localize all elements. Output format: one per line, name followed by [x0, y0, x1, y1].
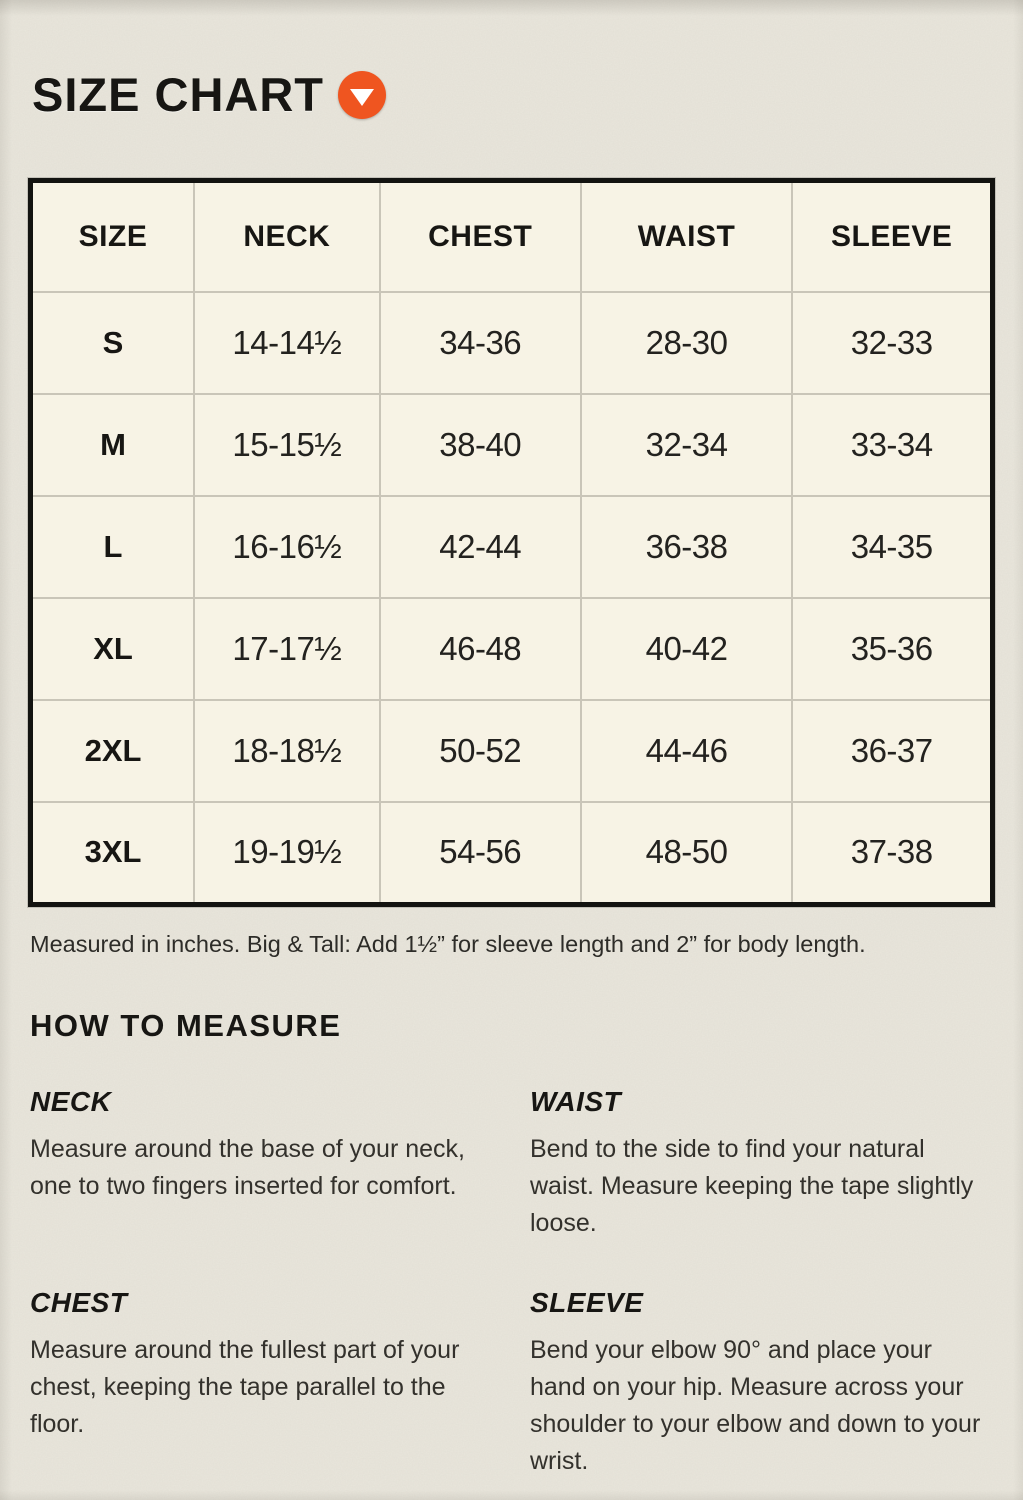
section-neck: NECK Measure around the base of your nec…	[30, 1083, 510, 1242]
table-cell: 14-14½	[193, 291, 381, 395]
section-chest: CHEST Measure around the fullest part of…	[30, 1284, 510, 1480]
table-cell: 36-38	[579, 495, 794, 599]
table-cell: 19-19½	[193, 801, 381, 905]
size-label: XL	[29, 597, 196, 701]
column-header-size: SIZE	[29, 179, 196, 293]
table-row-3xl: 3XL 19-19½ 54-56 48-50 37-38	[29, 801, 994, 905]
table-row-m: M 15-15½ 38-40 32-34 33-34	[29, 393, 994, 497]
table-cell: 48-50	[579, 801, 794, 905]
measurement-note: Measured in inches. Big & Tall: Add 1½” …	[30, 930, 866, 957]
column-header-sleeve: SLEEVE	[791, 179, 994, 293]
size-chart-table: SIZE NECK CHEST WAIST SLEEVE S 14-14½ 34…	[28, 178, 995, 907]
column-header-neck: NECK	[193, 179, 381, 293]
table-cell: 32-33	[791, 291, 994, 395]
section-sleeve: SLEEVE Bend your elbow 90° and place you…	[530, 1284, 997, 1480]
size-label: 3XL	[29, 801, 196, 905]
column-header-waist: WAIST	[579, 179, 794, 293]
table-row-l: L 16-16½ 42-44 36-38 34-35	[29, 495, 994, 599]
table-cell: 18-18½	[193, 699, 381, 803]
table-cell: 32-34	[579, 393, 794, 497]
table-cell: 33-34	[791, 393, 994, 497]
table-cell: 15-15½	[193, 393, 381, 497]
section-sleeve-label: SLEEVE	[530, 1286, 644, 1318]
title-row: SIZE CHART	[32, 70, 995, 120]
table-cell: 28-30	[579, 291, 794, 395]
section-chest-text: Measure around the fullest part of your …	[30, 1335, 460, 1438]
column-header-chest: CHEST	[378, 179, 582, 293]
table-cell: 34-36	[378, 291, 582, 395]
table-cell: 16-16½	[193, 495, 381, 599]
section-sleeve-text: Bend your elbow 90° and place your hand …	[530, 1335, 981, 1475]
table-cell: 54-56	[378, 801, 582, 905]
section-waist-text: Bend to the side to find your natural wa…	[530, 1134, 974, 1237]
table-cell: 37-38	[791, 801, 994, 905]
table-header-row: SIZE NECK CHEST WAIST SLEEVE	[29, 179, 994, 293]
table-cell: 42-44	[378, 495, 582, 599]
size-label: L	[29, 495, 196, 599]
how-to-measure-heading: HOW TO MEASURE	[30, 1007, 342, 1043]
table-cell: 44-46	[579, 699, 794, 803]
section-waist-label: WAIST	[530, 1085, 622, 1117]
table-cell: 34-35	[791, 495, 994, 599]
table-cell: 40-42	[579, 597, 794, 701]
table-cell: 36-37	[791, 699, 994, 803]
table-row-s: S 14-14½ 34-36 28-30 32-33	[29, 291, 994, 395]
size-label: M	[29, 393, 196, 497]
table-cell: 50-52	[378, 699, 582, 803]
section-neck-label: NECK	[30, 1085, 112, 1117]
table-cell: 38-40	[378, 393, 582, 497]
table-row-xl: XL 17-17½ 46-48 40-42 35-36	[29, 597, 994, 701]
down-triangle-icon	[350, 88, 374, 106]
size-label: 2XL	[29, 699, 196, 803]
section-neck-text: Measure around the base of your neck, on…	[30, 1134, 465, 1200]
section-waist: WAIST Bend to the side to find your natu…	[530, 1083, 997, 1242]
table-row-2xl: 2XL 18-18½ 50-52 44-46 36-37	[29, 699, 994, 803]
page-title: SIZE CHART	[32, 68, 324, 121]
section-chest-label: CHEST	[30, 1286, 128, 1318]
table-cell: 35-36	[791, 597, 994, 701]
table-cell: 46-48	[378, 597, 582, 701]
size-label: S	[29, 291, 196, 395]
circle-chevron-down-icon	[338, 71, 386, 119]
table-cell: 17-17½	[193, 597, 381, 701]
how-to-measure-grid: NECK Measure around the base of your nec…	[30, 1083, 993, 1480]
